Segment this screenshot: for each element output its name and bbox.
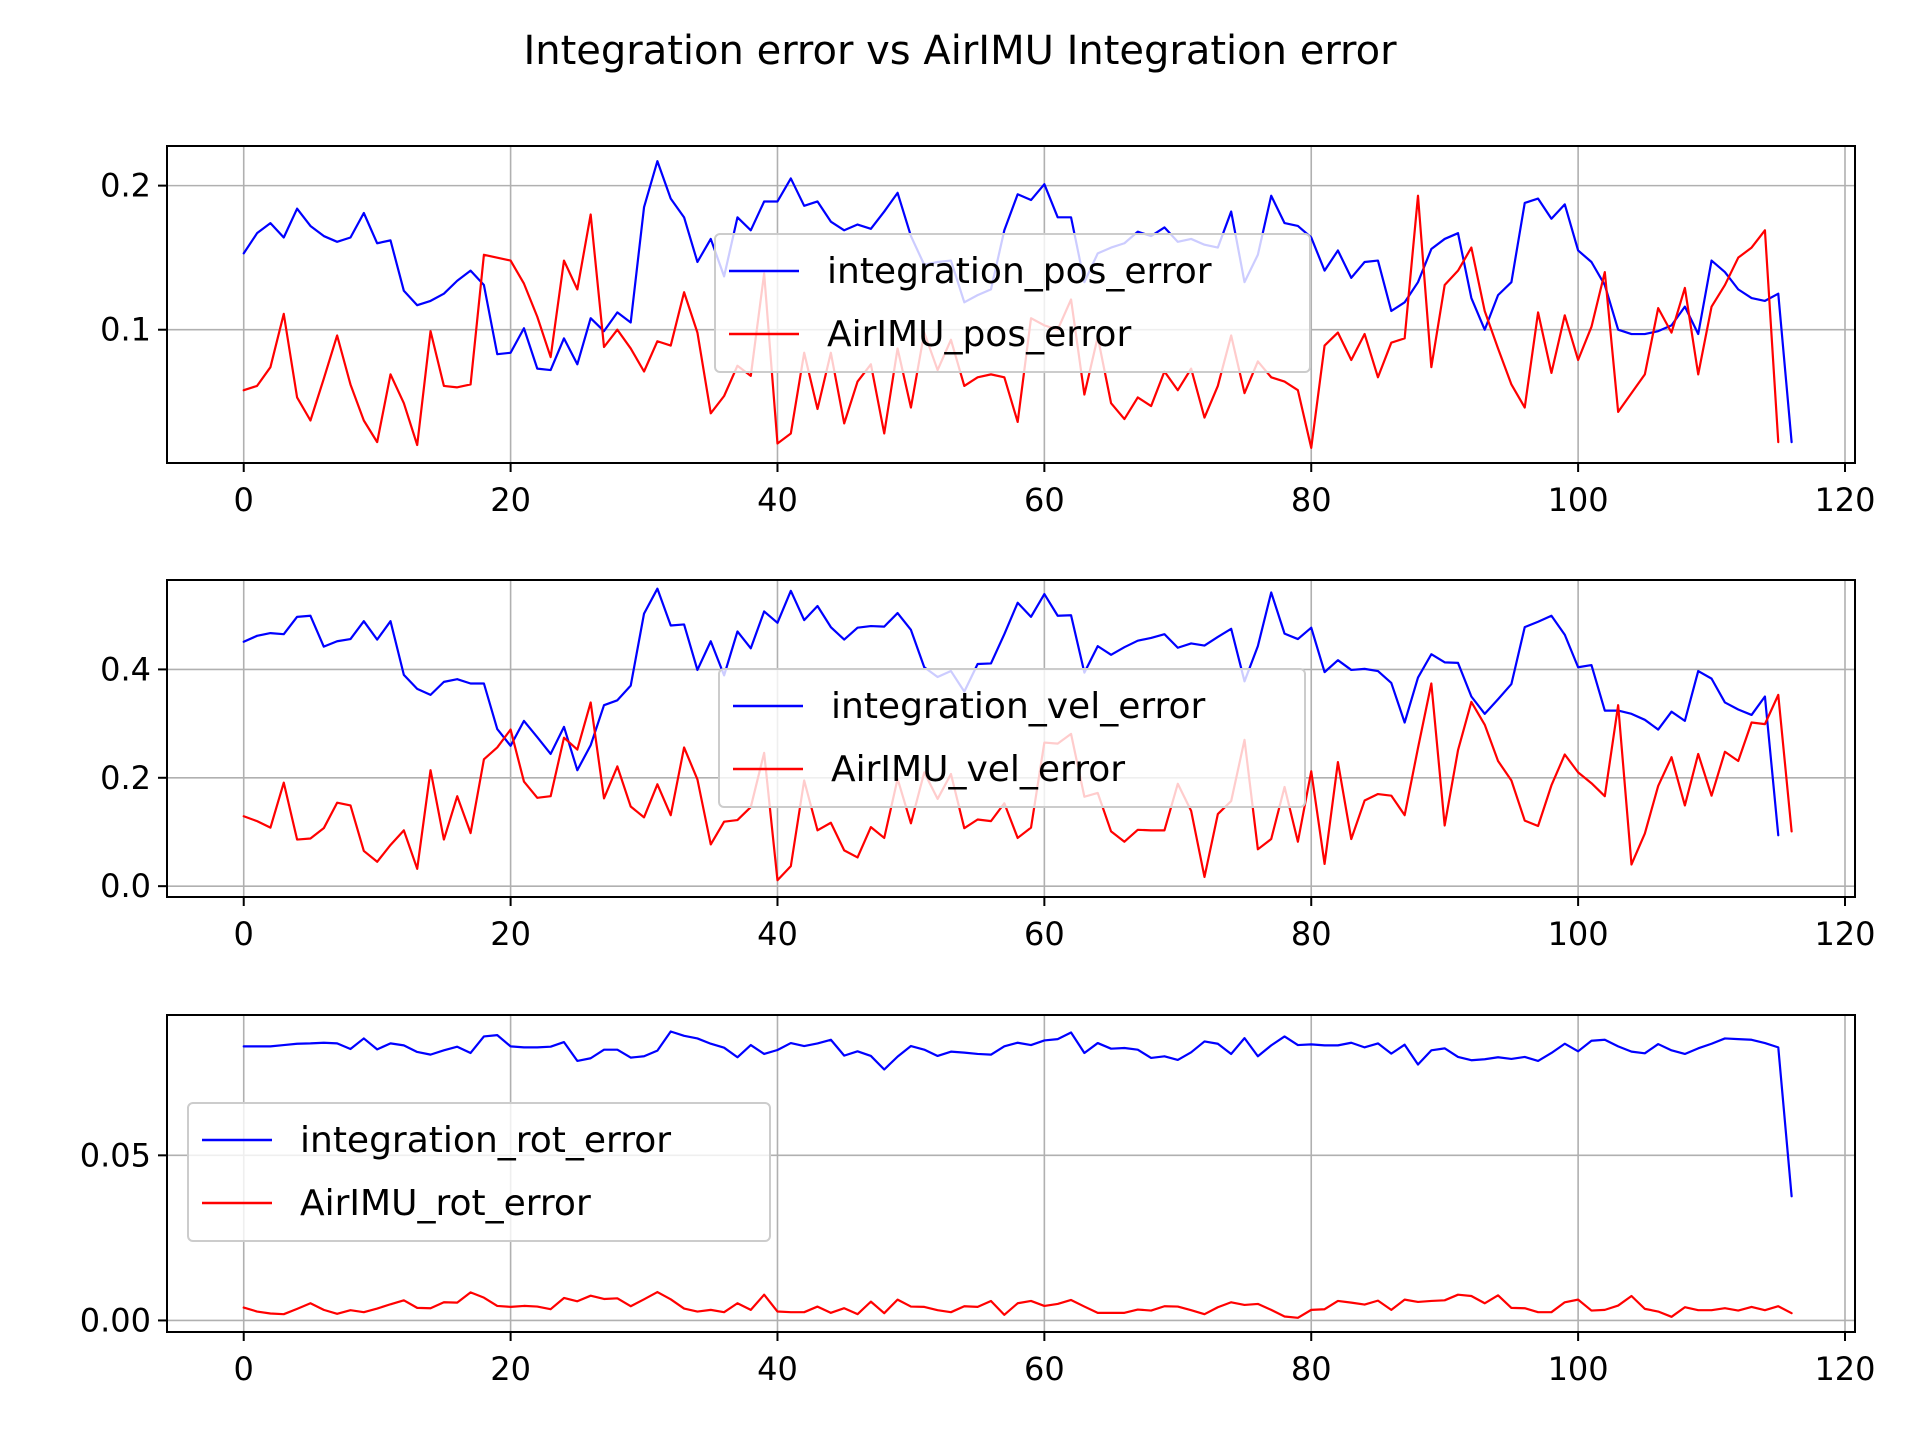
- series-line-integration_vel_error: [242, 587, 1780, 837]
- x-tick-label: 100: [1548, 915, 1609, 953]
- grid-pos: [167, 146, 1855, 463]
- y-tick-label: 0.00: [80, 1301, 151, 1339]
- y-tick-label: 0.1: [100, 311, 151, 349]
- axes-frame-pos: [166, 145, 1856, 464]
- subplot-rotation-error: 0 20 40 60 80 100 120 0.00 0.05 integration_rot_e…: [80, 1014, 1876, 1388]
- y-tick-label: 0.05: [80, 1136, 151, 1174]
- axes-frame-vel: [166, 579, 1856, 898]
- legend-label-AirIMU_pos_error: AirIMU_pos_error: [827, 314, 1131, 355]
- x-tick-label: 20: [490, 1350, 531, 1388]
- y-tick-label: 0.0: [100, 867, 151, 905]
- x-tick-label: 60: [1024, 1350, 1065, 1388]
- x-tick-label: 20: [490, 481, 531, 519]
- x-tick-label: 0: [234, 1350, 254, 1388]
- x-tick-label: 120: [1814, 481, 1875, 519]
- legend-pos: integration_pos_error AirIMU_pos_error: [714, 233, 1311, 373]
- legend-label-AirIMU_rot_error: AirIMU_rot_error: [300, 1183, 591, 1224]
- x-tick-label: 80: [1291, 915, 1332, 953]
- legend-label-integration_pos_error: integration_pos_error: [827, 251, 1212, 292]
- x-tick-label: 40: [757, 481, 798, 519]
- x-tick-label: 120: [1814, 915, 1875, 953]
- x-tick-label: 60: [1024, 481, 1065, 519]
- series-line-integration_pos_error: [242, 160, 1793, 444]
- series-line-AirIMU_pos_error: [242, 194, 1780, 449]
- legend-rot: integration_rot_error AirIMU_rot_error: [187, 1102, 771, 1242]
- y-tick-label: 0.2: [100, 759, 151, 797]
- axes-frame-rot: [166, 1014, 1856, 1333]
- legend-box: [718, 668, 1306, 808]
- x-tick-label: 0: [234, 915, 254, 953]
- legend-vel: integration_vel_error AirIMU_vel_error: [718, 668, 1306, 808]
- legend-label-integration_vel_error: integration_vel_error: [831, 686, 1206, 727]
- x-tick-label: 0: [234, 481, 254, 519]
- legend-label-AirIMU_vel_error: AirIMU_vel_error: [831, 749, 1125, 790]
- y-tick-label: 0.2: [100, 167, 151, 205]
- series-line-AirIMU_rot_error: [242, 1290, 1793, 1319]
- x-tick-label: 20: [490, 915, 531, 953]
- x-tick-label: 80: [1291, 1350, 1332, 1388]
- x-tick-label: 120: [1814, 1350, 1875, 1388]
- legend-box: [187, 1102, 771, 1242]
- x-tick-label: 60: [1024, 915, 1065, 953]
- series-line-AirIMU_vel_error: [242, 682, 1793, 882]
- legend-box: [714, 233, 1311, 373]
- figure-title: Integration error vs AirIMU Integration …: [523, 28, 1397, 74]
- x-tick-label: 40: [757, 1350, 798, 1388]
- series-line-integration_rot_error: [242, 1030, 1793, 1198]
- legend-label-integration_rot_error: integration_rot_error: [300, 1120, 671, 1161]
- subplot-position-error: 0 20 40 60 80 100 120 0.1 0.2 integration_pos_err…: [100, 145, 1876, 519]
- x-tick-label: 100: [1548, 1350, 1609, 1388]
- subplot-velocity-error: 0 20 40 60 80 100 120 0.0 0.2 0.4 integration_vel_…: [100, 579, 1876, 953]
- x-tick-label: 80: [1291, 481, 1332, 519]
- y-tick-label: 0.4: [100, 650, 151, 688]
- x-tick-label: 40: [757, 915, 798, 953]
- x-tick-label: 100: [1548, 481, 1609, 519]
